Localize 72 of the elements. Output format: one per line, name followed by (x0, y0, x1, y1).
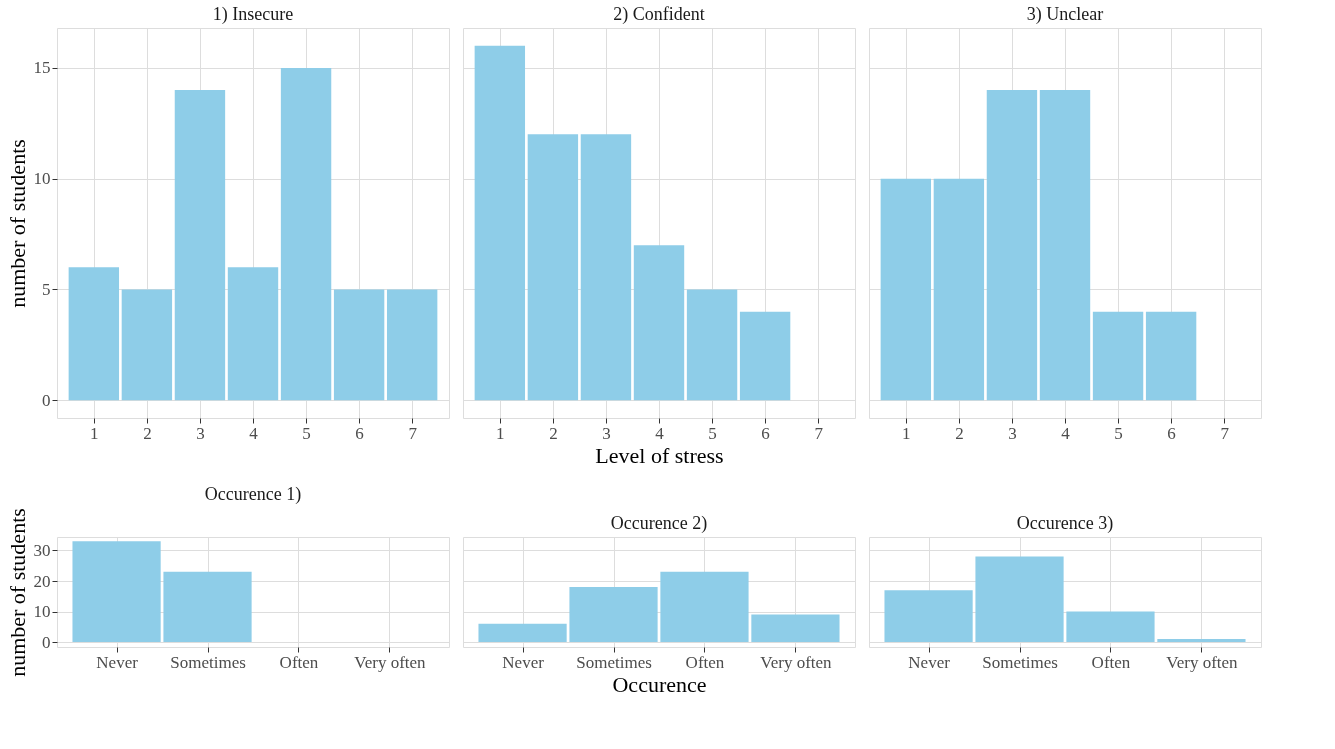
chart-title: 3) Unclear (1026, 4, 1104, 25)
x-tick-label: 7 (408, 423, 418, 443)
x-axis-title: Occurence (612, 671, 707, 697)
x-tick-label: 3 (1008, 423, 1017, 443)
x-tick-label: 3 (196, 423, 205, 443)
y-tick-label: 15 (33, 58, 51, 78)
bar (478, 623, 567, 643)
bar (633, 245, 685, 401)
x-tick-label: 6 (761, 423, 770, 443)
bar (68, 267, 120, 401)
x-tick-label: 7 (1220, 423, 1230, 443)
bar (227, 267, 279, 401)
bar (121, 289, 173, 401)
bar (1066, 611, 1155, 643)
bar (569, 587, 658, 643)
x-tick-label: Often (279, 652, 319, 672)
y-tick-label: 10 (33, 602, 51, 622)
x-tick-label: Often (685, 652, 725, 672)
bar (1157, 639, 1246, 643)
bar (580, 134, 632, 401)
bar (739, 311, 791, 401)
x-tick-label: Never (502, 652, 545, 672)
y-tick-label: 0 (42, 632, 51, 652)
x-tick-label: 5 (1114, 423, 1123, 443)
bar (884, 590, 973, 643)
x-tick-label: 4 (655, 423, 665, 443)
bar (527, 134, 579, 401)
bar (333, 289, 385, 401)
x-tick-label: 5 (302, 423, 311, 443)
y-tick-label: 5 (42, 279, 51, 299)
chart-title: 1) Insecure (212, 4, 294, 25)
x-tick-label: 7 (814, 423, 824, 443)
y-tick-label: 0 (42, 390, 51, 410)
x-tick-label: 1 (902, 423, 911, 443)
x-tick-label: Very often (1166, 652, 1239, 672)
x-tick-label: Very often (760, 652, 833, 672)
bar (975, 556, 1064, 643)
bar (386, 289, 438, 401)
x-tick-label: 2 (955, 423, 964, 443)
y-axis-title: number of students (4, 139, 30, 308)
x-tick-label: 4 (249, 423, 259, 443)
x-tick-label: 5 (708, 423, 717, 443)
x-tick-label: Very often (354, 652, 427, 672)
chart-title: 2) Confident (613, 4, 705, 25)
x-tick-label: Often (1091, 652, 1131, 672)
x-tick-label: Never (96, 652, 139, 672)
x-tick-label: 6 (1167, 423, 1176, 443)
y-tick-label: 10 (33, 169, 51, 189)
x-tick-label: 4 (1061, 423, 1071, 443)
chart-title: Occurence 3) (1016, 513, 1114, 534)
x-tick-label: 1 (90, 423, 99, 443)
x-tick-label: 3 (602, 423, 611, 443)
y-axis-title: number of students (4, 508, 30, 677)
x-tick-label: 6 (355, 423, 364, 443)
y-tick-label: 20 (33, 571, 51, 591)
bar (474, 45, 526, 401)
x-tick-label: 1 (496, 423, 505, 443)
x-axis-title: Level of stress (595, 442, 724, 468)
x-tick-label: Never (908, 652, 951, 672)
x-tick-label: Sometimes (170, 652, 246, 672)
bar (660, 571, 749, 643)
x-tick-label: 2 (549, 423, 558, 443)
bar (174, 90, 226, 401)
x-tick-label: 2 (143, 423, 152, 443)
bar (280, 67, 332, 401)
bar (751, 614, 840, 643)
chart-title: Occurence 1) (204, 483, 302, 505)
y-tick-label: 30 (33, 540, 51, 560)
chart-title: Occurence 2) (610, 513, 708, 534)
x-tick-label: Sometimes (576, 652, 652, 672)
x-tick-label: Sometimes (982, 652, 1058, 672)
bar (686, 289, 738, 401)
